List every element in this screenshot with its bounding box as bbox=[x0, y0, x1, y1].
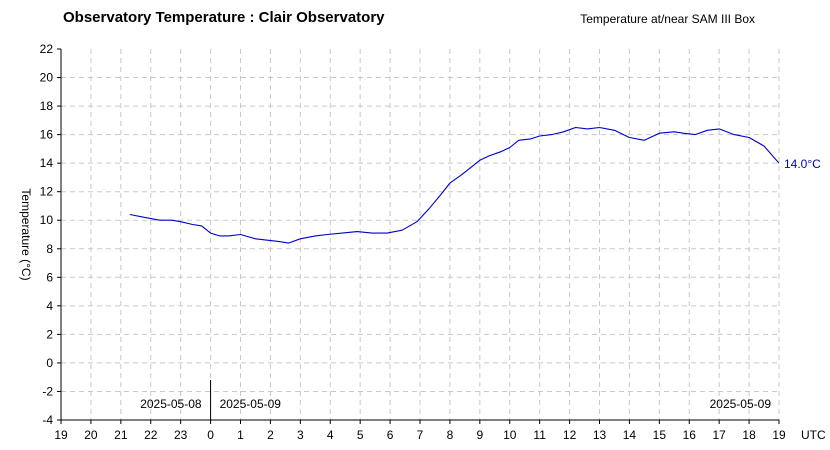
y-tick-label: 0 bbox=[46, 356, 53, 370]
date-label: 2025-05-09 bbox=[220, 397, 282, 411]
y-tick-label: -4 bbox=[42, 413, 53, 427]
x-tick-label: 19 bbox=[772, 428, 786, 442]
y-tick-label: 4 bbox=[46, 299, 53, 313]
series-layer bbox=[129, 126, 780, 244]
x-tick-label: 19 bbox=[54, 428, 68, 442]
y-tick-label: 2 bbox=[46, 327, 53, 341]
x-tick-label: 11 bbox=[533, 428, 546, 442]
x-tick-label: 8 bbox=[447, 428, 454, 442]
date-label: 2025-05-08 bbox=[140, 397, 202, 411]
x-tick-label: 16 bbox=[683, 428, 697, 442]
y-tick-label: 14 bbox=[40, 156, 54, 170]
x-tick-label: 9 bbox=[476, 428, 483, 442]
x-tick-label: 18 bbox=[742, 428, 756, 442]
y-tick-label: 12 bbox=[40, 185, 54, 199]
x-tick-label: 12 bbox=[563, 428, 577, 442]
x-unit-label: UTC bbox=[801, 428, 826, 442]
x-tick-label: 23 bbox=[174, 428, 188, 442]
y-tick-label: 16 bbox=[40, 128, 54, 142]
x-tick-label: 22 bbox=[144, 428, 158, 442]
y-tick-label: -2 bbox=[42, 384, 53, 398]
x-tick-label: 3 bbox=[297, 428, 304, 442]
temperature-series-line bbox=[129, 126, 780, 244]
x-tick-label: 14 bbox=[623, 428, 637, 442]
y-tick-label: 20 bbox=[40, 71, 54, 85]
x-tick-label: 17 bbox=[712, 428, 726, 442]
y-tick-label: 10 bbox=[40, 213, 54, 227]
x-tick-label: 5 bbox=[357, 428, 364, 442]
x-tick-label: 10 bbox=[503, 428, 517, 442]
axis-layer bbox=[57, 48, 780, 424]
x-tick-label: 0 bbox=[207, 428, 214, 442]
y-axis-label: Temperature (°C) bbox=[19, 188, 33, 280]
y-tick-label: 8 bbox=[46, 242, 53, 256]
x-tick-label: 20 bbox=[84, 428, 98, 442]
y-tick-label: 22 bbox=[40, 42, 54, 56]
x-tick-label: 1 bbox=[237, 428, 244, 442]
date-label: 2025-05-09 bbox=[710, 397, 772, 411]
x-tick-label: 7 bbox=[417, 428, 424, 442]
chart-title: Observatory Temperature : Clair Observat… bbox=[63, 9, 385, 26]
x-tick-label: 15 bbox=[653, 428, 667, 442]
y-tick-label: 18 bbox=[40, 99, 54, 113]
y-tick-label: 6 bbox=[46, 270, 53, 284]
x-tick-label: 2 bbox=[267, 428, 274, 442]
grid-layer bbox=[61, 49, 780, 420]
current-value-label: 14.0°C bbox=[784, 157, 821, 171]
x-tick-label: 13 bbox=[593, 428, 607, 442]
x-tick-label: 4 bbox=[327, 428, 334, 442]
x-tick-label: 21 bbox=[114, 428, 128, 442]
x-tick-label: 6 bbox=[387, 428, 394, 442]
chart-subtitle: Temperature at/near SAM III Box bbox=[580, 12, 755, 26]
